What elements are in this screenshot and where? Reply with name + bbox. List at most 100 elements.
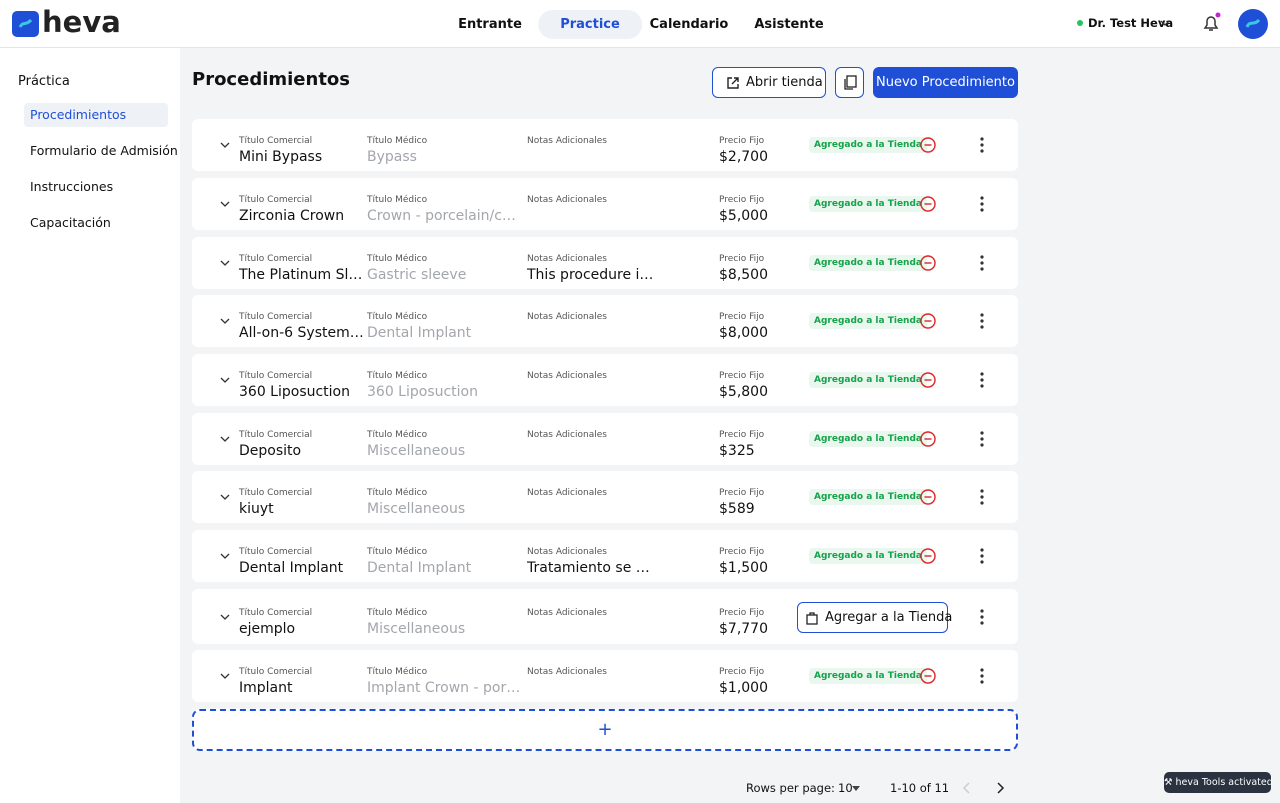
field-commercial: Implant xyxy=(239,680,293,696)
row-menu[interactable] xyxy=(979,431,985,447)
nav-item[interactable]: Calendario xyxy=(649,17,729,32)
logo-text[interactable]: heva xyxy=(42,5,121,39)
next-page[interactable] xyxy=(995,782,1005,794)
field-commercial: The Platinum Sl… xyxy=(239,267,363,283)
user-caret[interactable] xyxy=(1160,19,1170,27)
expand-chevron[interactable] xyxy=(220,318,230,325)
row-menu[interactable] xyxy=(979,489,985,505)
field-label: Precio Fijo xyxy=(719,195,765,205)
field-label: Título Comercial xyxy=(239,430,313,440)
field-medical: Implant Crown - por… xyxy=(367,680,521,696)
procedure-row: Título Comercial Dental Implant Título Méd… xyxy=(192,530,1018,582)
row-menu[interactable] xyxy=(979,137,985,153)
row-menu[interactable] xyxy=(979,196,985,212)
copy-button[interactable] xyxy=(835,67,864,98)
procedure-row: Título Comercial Deposito Título Médico Mis… xyxy=(192,413,1018,465)
store-status: Agregado a la Tienda xyxy=(809,668,927,684)
field-label: Título Médico xyxy=(367,195,428,205)
field-label: Título Comercial xyxy=(239,607,313,618)
prev-page[interactable] xyxy=(962,782,972,794)
field-label: Notas Adicionales xyxy=(527,254,607,264)
field-commercial: 360 Liposuction xyxy=(239,384,350,400)
expand-chevron[interactable] xyxy=(220,377,230,384)
new-procedure-button[interactable]: Nuevo Procedimiento xyxy=(873,67,1018,98)
row-menu[interactable] xyxy=(979,608,985,625)
procedure-row: Título Comercial Implant Título Médico Impl… xyxy=(192,650,1018,702)
field-price: $2,700 xyxy=(719,149,768,165)
expand-chevron[interactable] xyxy=(220,260,230,267)
bell[interactable] xyxy=(1201,12,1223,34)
store-status: Agregado a la Tienda xyxy=(809,489,927,505)
page-title: Procedimientos xyxy=(192,69,351,90)
remove-button[interactable] xyxy=(920,196,936,212)
field-label: Título Médico xyxy=(367,667,428,677)
sidebar-item[interactable]: Procedimientos xyxy=(24,103,168,127)
row-menu[interactable] xyxy=(979,372,985,388)
field-label: Título Médico xyxy=(367,547,428,557)
store-status: Agregado a la Tienda xyxy=(809,313,927,329)
expand-chevron[interactable] xyxy=(220,673,230,680)
field-label: Título Comercial xyxy=(239,371,313,381)
page-range: 1-10 of 11 xyxy=(890,781,950,795)
procedure-row: Título Comercial The Platinum Sl… Título M… xyxy=(192,237,1018,289)
rows-caret[interactable] xyxy=(852,786,860,791)
procedure-row: Título Comercial ejemplo Título Médico Misc… xyxy=(192,589,1018,644)
field-medical: Dental Implant xyxy=(367,325,472,341)
nav-item[interactable]: Practice xyxy=(538,10,642,39)
field-label: Título Médico xyxy=(367,312,428,322)
avatar[interactable] xyxy=(1238,9,1268,39)
sidebar-item[interactable]: Formulario de Admisión xyxy=(30,143,178,158)
remove-button[interactable] xyxy=(920,431,936,447)
user-name[interactable]: Dr. Test Heva xyxy=(1088,16,1174,30)
remove-button[interactable] xyxy=(920,255,936,271)
field-price: $1,000 xyxy=(719,680,768,696)
remove-button[interactable] xyxy=(920,668,936,684)
remove-button[interactable] xyxy=(920,313,936,329)
remove-button[interactable] xyxy=(920,137,936,153)
field-price: $5,000 xyxy=(719,208,768,224)
add-row-button[interactable]: + xyxy=(192,709,1018,751)
field-commercial: Mini Bypass xyxy=(239,149,323,165)
toast: ⚒ heva Tools activated xyxy=(1164,772,1273,793)
procedure-row: Título Comercial All-on-6 System… Título M… xyxy=(192,295,1018,347)
sidebar-title: Práctica xyxy=(18,74,70,89)
row-menu[interactable] xyxy=(979,313,985,329)
open-store-label: Abrir tienda xyxy=(746,75,823,90)
field-label: Notas Adicionales xyxy=(527,371,607,381)
field-label: Precio Fijo xyxy=(719,430,765,440)
field-label: Precio Fijo xyxy=(719,667,765,677)
field-label: Título Médico xyxy=(367,371,428,381)
field-notes: Tratamiento se … xyxy=(527,560,650,576)
sidebar-item[interactable]: Capacitación xyxy=(30,215,111,230)
field-label: Notas Adicionales xyxy=(527,607,607,618)
field-medical: Gastric sleeve xyxy=(367,267,467,283)
field-label: Título Comercial xyxy=(239,312,313,322)
add-to-store-button[interactable]: Agregar a la Tienda xyxy=(797,601,952,633)
field-label: Precio Fijo xyxy=(719,607,765,618)
remove-button[interactable] xyxy=(920,548,936,564)
remove-button[interactable] xyxy=(920,489,936,505)
row-menu[interactable] xyxy=(979,548,985,564)
expand-chevron[interactable] xyxy=(220,201,230,208)
field-price: $8,000 xyxy=(719,325,768,341)
rows-per-page-value[interactable]: 10 xyxy=(838,781,853,795)
header: heva Dr. Test Heva Entrante Practice Calen… xyxy=(0,0,1280,48)
nav-item[interactable]: Entrante xyxy=(458,17,522,32)
field-label: Título Médico xyxy=(367,430,428,440)
field-label: Precio Fijo xyxy=(719,371,765,381)
field-price: $325 xyxy=(719,443,755,459)
procedure-row: Título Comercial kiuyt Título Médico Miscel… xyxy=(192,471,1018,523)
expand-chevron[interactable] xyxy=(220,142,230,149)
nav-item[interactable]: Asistente xyxy=(754,17,824,32)
field-label: Precio Fijo xyxy=(719,136,765,146)
expand-chevron[interactable] xyxy=(220,553,230,560)
row-menu[interactable] xyxy=(979,255,985,271)
open-store-button[interactable]: Abrir tienda xyxy=(712,67,826,98)
store-status: Agregado a la Tienda xyxy=(809,548,927,564)
remove-button[interactable] xyxy=(920,372,936,388)
row-menu[interactable] xyxy=(979,668,985,684)
sidebar-item[interactable]: Instrucciones xyxy=(30,179,114,194)
expand-chevron[interactable] xyxy=(220,436,230,443)
expand-chevron[interactable] xyxy=(220,494,230,501)
expand-chevron[interactable] xyxy=(220,614,230,621)
